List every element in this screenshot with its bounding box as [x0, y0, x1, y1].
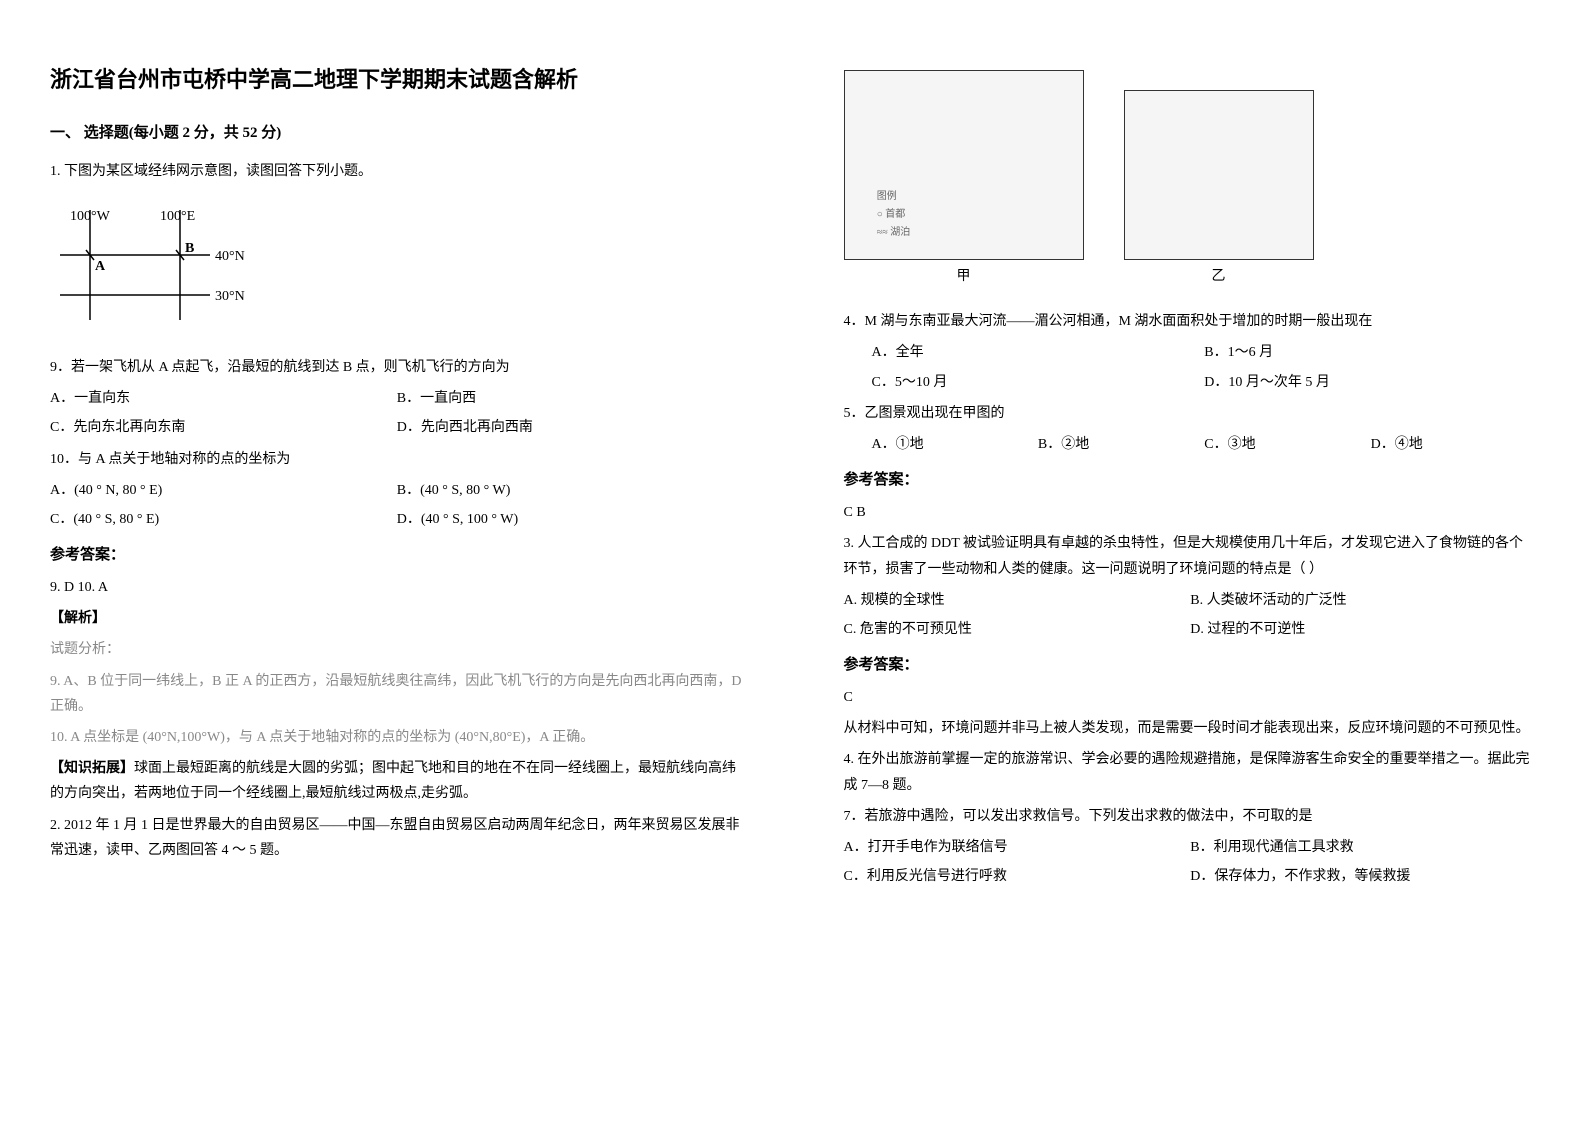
- q5-text: 5．乙图景观出现在甲图的: [844, 401, 1538, 426]
- q9-opts-row1: A．一直向东 B．一直向西: [50, 386, 744, 411]
- q5-opt-a: A．①地: [872, 432, 1038, 457]
- page-title: 浙江省台州市屯桥中学高二地理下学期期末试题含解析: [50, 60, 744, 100]
- map-b-img: [1124, 90, 1314, 260]
- q9-opts-row2: C．先向东北再向东南 D．先向西北再向西南: [50, 415, 744, 440]
- map-a-img: 图例 ○ 首都 ≈≈ 湖泊: [844, 70, 1084, 260]
- q2-intro: 2. 2012 年 1 月 1 日是世界最大的自由贸易区——中国—东盟自由贸易区…: [50, 813, 744, 863]
- map-b-wrap: 乙: [1124, 90, 1314, 289]
- map-legend: 图例 ○ 首都 ≈≈ 湖泊: [877, 188, 910, 242]
- lon-right-label: 100°E: [160, 209, 195, 224]
- q9-opt-b: B．一直向西: [397, 386, 744, 411]
- q5-opt-c: C．③地: [1204, 432, 1370, 457]
- q10-text: 10．与 A 点关于地轴对称的点的坐标为: [50, 447, 744, 472]
- answer-label-3: 参考答案：: [844, 652, 1538, 679]
- left-column: 浙江省台州市屯桥中学高二地理下学期期末试题含解析 一、 选择题(每小题 2 分，…: [0, 0, 794, 1122]
- point-b-label: B: [185, 241, 194, 256]
- q9-opt-d: D．先向西北再向西南: [397, 415, 744, 440]
- q3-opts-row1: A. 规模的全球性 B. 人类破坏活动的广泛性: [844, 588, 1538, 613]
- map-b-caption: 乙: [1124, 264, 1314, 289]
- q4-text: 4．M 湖与东南亚最大河流——湄公河相通，M 湖水面面积处于增加的时期一般出现在: [844, 309, 1538, 334]
- ans3-text: 从材料中可知，环境问题并非马上被人类发现，而是需要一段时间才能表现出来，反应环境…: [844, 716, 1538, 741]
- jiexi9: 9. A、B 位于同一纬线上，B 正 A 的正西方，沿最短航线奥往高纬，因此飞机…: [50, 669, 744, 719]
- q9-opt-c: C．先向东北再向东南: [50, 415, 397, 440]
- q4-opts-row1: A．全年 B．1～6 月: [844, 340, 1538, 365]
- q3-opt-a: A. 规模的全球性: [844, 588, 1191, 613]
- q10-opt-c: C．(40 ° S, 80 ° E): [50, 507, 397, 532]
- q4-opt-c: C．5～10 月: [872, 370, 1205, 395]
- point-a-label: A: [95, 259, 106, 274]
- ans3: C: [844, 685, 1538, 710]
- zhishi-label: 【知识拓展】: [50, 761, 134, 776]
- q7-opt-a: A．打开手电作为联络信号: [844, 835, 1191, 860]
- q3-opt-b: B. 人类破坏活动的广泛性: [1190, 588, 1537, 613]
- q3-opt-d: D. 过程的不可逆性: [1190, 617, 1537, 642]
- lat-top-label: 40°N: [215, 249, 245, 264]
- q4-opts-row2: C．5～10 月 D．10 月～次年 5 月: [844, 370, 1538, 395]
- q3-text: 3. 人工合成的 DDT 被试验证明具有卓越的杀虫特性，但是大规模使用几十年后，…: [844, 531, 1538, 581]
- map-a-caption: 甲: [844, 264, 1084, 289]
- lon-left-label: 100°W: [70, 209, 111, 224]
- q10-opt-a: A．(40 ° N, 80 ° E): [50, 478, 397, 503]
- zhishi-text: 球面上最短距离的航线是大圆的劣弧；图中起飞地和目的地在不在同一经线圈上，最短航线…: [50, 761, 736, 801]
- ans1: 9. D 10. A: [50, 575, 744, 600]
- q9-opt-a: A．一直向东: [50, 386, 397, 411]
- section-header: 一、 选择题(每小题 2 分，共 52 分): [50, 120, 744, 147]
- q7-opts-row2: C．利用反光信号进行呼救 D．保存体力，不作求救，等候救援: [844, 864, 1538, 889]
- jiexi10: 10. A 点坐标是 (40°N,100°W)，与 A 点关于地轴对称的点的坐标…: [50, 725, 744, 750]
- q3-opt-c: C. 危害的不可预见性: [844, 617, 1191, 642]
- q4-opt-b: B．1～6 月: [1204, 340, 1537, 365]
- q10-opts-row2: C．(40 ° S, 80 ° E) D．(40 ° S, 100 ° W): [50, 507, 744, 532]
- q7-opt-c: C．利用反光信号进行呼救: [844, 864, 1191, 889]
- q10-opt-b: B．(40 ° S, 80 ° W): [397, 478, 744, 503]
- q9-text: 9．若一架飞机从 A 点起飞，沿最短的航线到达 B 点，则飞机飞行的方向为: [50, 355, 744, 380]
- q10-opts-row1: A．(40 ° N, 80 ° E) B．(40 ° S, 80 ° W): [50, 478, 744, 503]
- q1-intro: 1. 下图为某区域经纬网示意图，读图回答下列小题。: [50, 159, 744, 184]
- answer-label-1: 参考答案：: [50, 542, 744, 569]
- q7-opt-d: D．保存体力，不作求救，等候救援: [1190, 864, 1537, 889]
- answer-label-2: 参考答案：: [844, 467, 1538, 494]
- map-a-wrap: 图例 ○ 首都 ≈≈ 湖泊 甲: [844, 70, 1084, 289]
- q7-opts-row1: A．打开手电作为联络信号 B．利用现代通信工具求救: [844, 835, 1538, 860]
- right-column: 图例 ○ 首都 ≈≈ 湖泊 甲 乙 4．M 湖与东南亚最大河流——湄公河相通，M…: [794, 0, 1587, 1122]
- shiti-label: 试题分析：: [50, 637, 744, 662]
- q7-text: 7．若旅游中遇险，可以发出求救信号。下列发出求救的做法中，不可取的是: [844, 804, 1538, 829]
- latlon-diagram: 100°W 100°E 40°N 30°N A B: [50, 200, 260, 339]
- q4-opt-d: D．10 月～次年 5 月: [1204, 370, 1537, 395]
- q4b-intro: 4. 在外出旅游前掌握一定的旅游常识、学会必要的遇险规避措施，是保障游客生命安全…: [844, 747, 1538, 797]
- q5-opt-b: B．②地: [1038, 432, 1204, 457]
- map-pair: 图例 ○ 首都 ≈≈ 湖泊 甲 乙: [844, 70, 1538, 289]
- q3-opts-row2: C. 危害的不可预见性 D. 过程的不可逆性: [844, 617, 1538, 642]
- lat-bottom-label: 30°N: [215, 289, 245, 304]
- jiexi-label: 【解析】: [50, 606, 744, 631]
- q4-opt-a: A．全年: [872, 340, 1205, 365]
- q5-opt-d: D．④地: [1371, 432, 1537, 457]
- q7-opt-b: B．利用现代通信工具求救: [1190, 835, 1537, 860]
- ans2: C B: [844, 500, 1538, 525]
- q5-opts: A．①地 B．②地 C．③地 D．④地: [844, 432, 1538, 457]
- q10-opt-d: D．(40 ° S, 100 ° W): [397, 507, 744, 532]
- zhishi: 【知识拓展】球面上最短距离的航线是大圆的劣弧；图中起飞地和目的地在不在同一经线圈…: [50, 756, 744, 806]
